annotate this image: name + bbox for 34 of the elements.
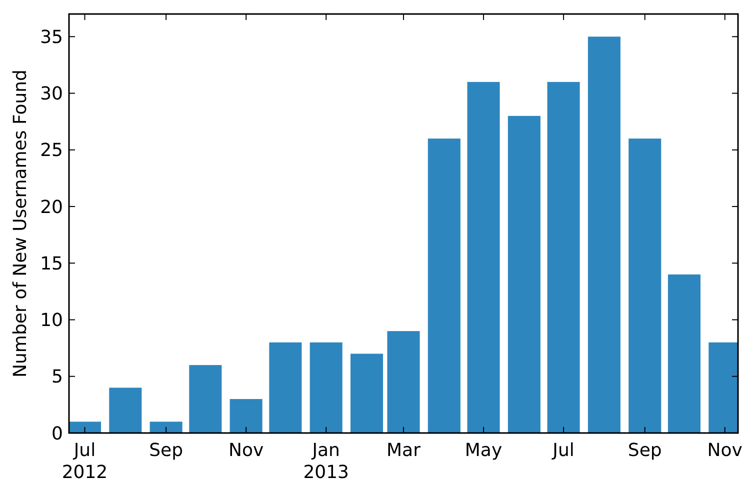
y-axis-title: Number of New Usernames Found [10,70,31,378]
bar [428,138,460,433]
x-tick-label: May [464,440,502,461]
bar [69,422,102,433]
x-tick-label: Sep [149,440,184,461]
x-tick-label: Jul 2012 [62,440,108,482]
x-tick-label: Nov [707,440,743,461]
bar [310,342,342,433]
bar [109,388,142,433]
bar [588,36,620,433]
bar [230,399,262,433]
y-tick-label: 0 [52,423,63,444]
x-tick-label: Nov [228,440,264,461]
x-tick-label: Jul [552,440,574,461]
bar [269,342,302,433]
bar [189,365,222,433]
y-tick-label: 15 [40,253,63,274]
x-tick-label: Sep [628,440,662,461]
y-tick-label: 30 [40,84,63,105]
bar [508,116,540,433]
y-tick-label: 35 [40,26,63,48]
y-tick-label: 5 [52,366,63,388]
x-tick-label: Jan 2013 [303,440,350,482]
x-tick-label: Mar [386,440,422,461]
bar [668,274,700,433]
y-tick-label: 20 [40,196,63,218]
y-tick-label: 25 [40,140,63,162]
bar [387,331,420,433]
bar [628,138,662,433]
y-tick-label: 10 [40,310,63,332]
bar [547,82,580,433]
bar [150,422,182,433]
bar [350,354,384,433]
bar [467,82,500,433]
